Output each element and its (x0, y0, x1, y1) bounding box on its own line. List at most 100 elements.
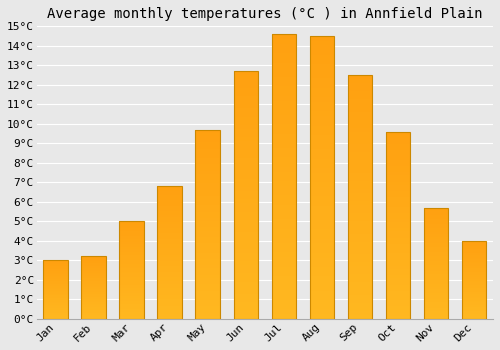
Bar (462, 244, 486, 245)
Bar (310, 121, 334, 126)
Bar (424, 252, 448, 254)
Bar (82, 315, 106, 316)
Bar (310, 116, 334, 121)
Bar (158, 237, 182, 239)
Bar (424, 289, 448, 291)
Bar (272, 129, 296, 134)
Bar (310, 314, 334, 319)
Bar (120, 264, 144, 265)
Bar (348, 152, 372, 156)
Bar (462, 255, 486, 257)
Bar (120, 299, 144, 301)
Bar (44, 306, 68, 307)
Bar (386, 266, 410, 269)
Bar (424, 219, 448, 220)
Bar (120, 247, 144, 249)
Bar (196, 313, 220, 316)
Bar (462, 254, 486, 255)
Bar (310, 145, 334, 149)
Bar (310, 173, 334, 177)
Bar (234, 253, 258, 257)
Bar (424, 286, 448, 287)
Bar (310, 46, 334, 50)
Bar (386, 153, 410, 156)
Bar (272, 200, 296, 205)
Bar (82, 295, 106, 296)
Bar (424, 217, 448, 219)
Bar (272, 134, 296, 139)
Bar (310, 272, 334, 276)
Bar (120, 268, 144, 270)
Bar (310, 74, 334, 78)
Bar (44, 301, 68, 302)
Bar (462, 282, 486, 284)
Bar (82, 282, 106, 284)
Bar (386, 291, 410, 294)
Bar (424, 245, 448, 247)
Bar (310, 262, 334, 267)
Bar (158, 299, 182, 301)
Bar (44, 293, 68, 294)
Bar (44, 273, 68, 274)
Bar (234, 71, 258, 319)
Bar (348, 177, 372, 181)
Bar (82, 294, 106, 295)
Bar (120, 309, 144, 311)
Bar (462, 304, 486, 306)
Bar (120, 317, 144, 319)
Bar (272, 215, 296, 219)
Bar (272, 309, 296, 314)
Bar (158, 204, 182, 206)
Bar (462, 276, 486, 277)
Bar (234, 302, 258, 307)
Bar (196, 215, 220, 218)
Bar (310, 253, 334, 258)
Bar (196, 278, 220, 281)
Bar (424, 274, 448, 276)
Bar (310, 276, 334, 281)
Bar (82, 270, 106, 271)
Bar (196, 180, 220, 183)
Bar (386, 257, 410, 260)
Bar (310, 267, 334, 272)
Bar (234, 183, 258, 187)
Bar (82, 266, 106, 267)
Bar (310, 210, 334, 215)
Bar (348, 87, 372, 91)
Bar (44, 283, 68, 284)
Bar (424, 284, 448, 286)
Bar (386, 135, 410, 138)
Bar (44, 292, 68, 293)
Bar (82, 309, 106, 310)
Bar (120, 267, 144, 268)
Bar (272, 191, 296, 195)
Bar (158, 312, 182, 314)
Bar (44, 267, 68, 268)
Bar (44, 272, 68, 273)
Bar (348, 128, 372, 132)
Bar (120, 249, 144, 251)
Bar (348, 83, 372, 87)
Bar (386, 144, 410, 147)
Bar (462, 242, 486, 244)
Bar (348, 116, 372, 120)
Bar (348, 148, 372, 152)
Bar (386, 132, 410, 319)
Bar (196, 212, 220, 215)
Bar (272, 48, 296, 53)
Bar (348, 156, 372, 160)
Bar (82, 298, 106, 299)
Bar (120, 231, 144, 233)
Bar (386, 241, 410, 244)
Bar (120, 313, 144, 314)
Bar (310, 191, 334, 196)
Bar (196, 149, 220, 152)
Bar (310, 286, 334, 290)
Bar (44, 312, 68, 313)
Bar (348, 241, 372, 246)
Bar (82, 267, 106, 268)
Bar (424, 280, 448, 282)
Bar (310, 168, 334, 173)
Bar (424, 276, 448, 278)
Bar (196, 202, 220, 205)
